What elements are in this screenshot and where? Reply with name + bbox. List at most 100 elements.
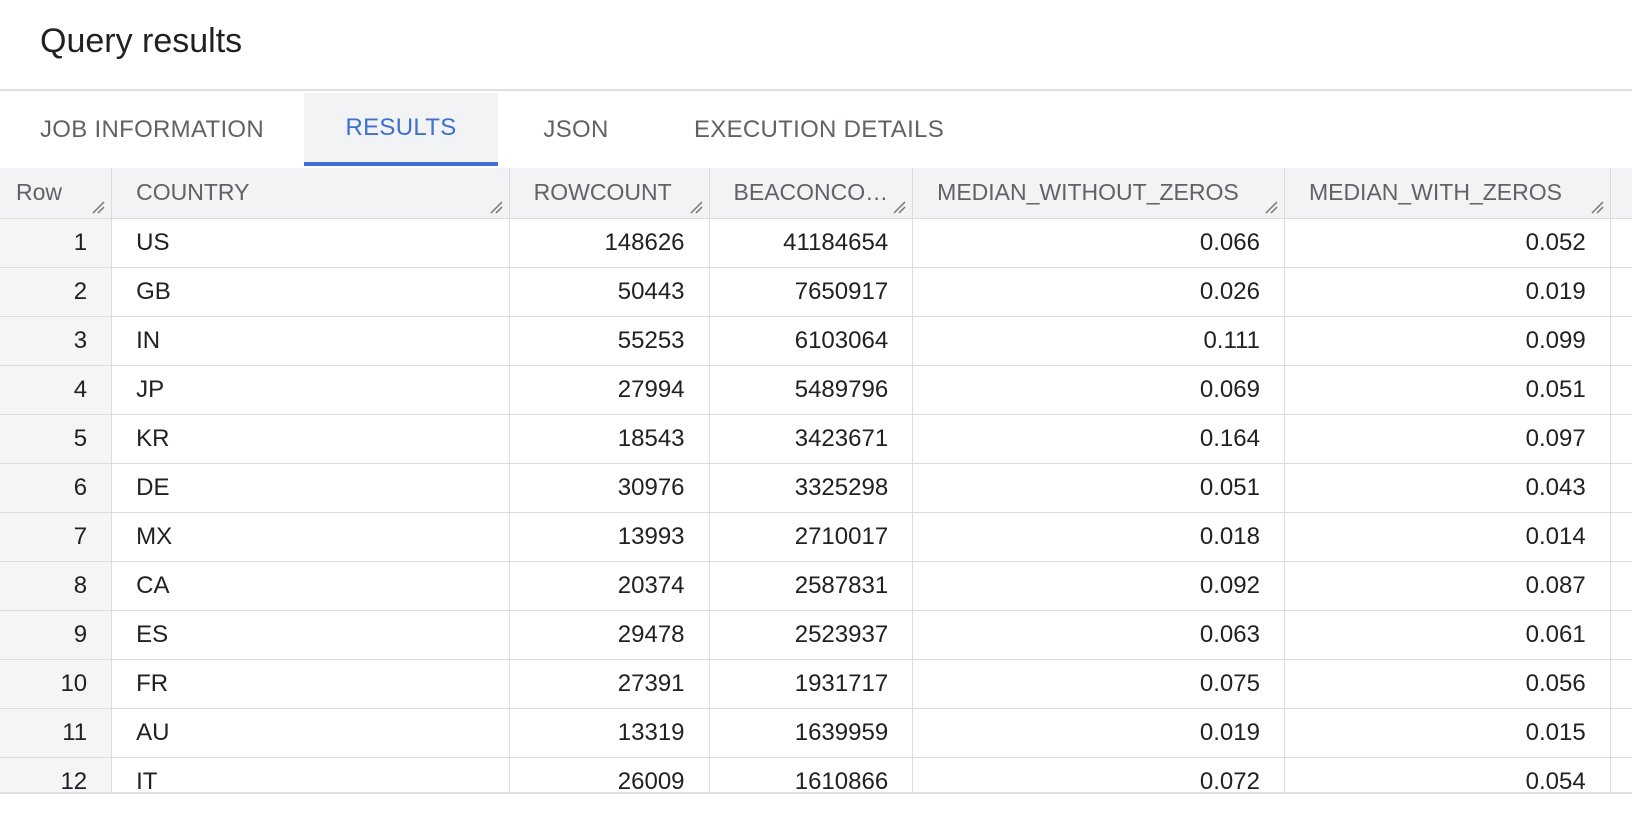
table-row[interactable]: 9 ES 29478 2523937 0.063 0.061 — [0, 610, 1632, 660]
cell-beaconcount[interactable]: 5489796 — [709, 365, 914, 415]
cell-country[interactable]: US — [111, 218, 510, 268]
cell-beaconcount[interactable]: 2587831 — [709, 561, 914, 611]
cell-median-with-zeros[interactable]: 0.054 — [1284, 757, 1611, 792]
cell-row-number[interactable]: 4 — [0, 365, 113, 415]
cell-median-with-zeros[interactable]: 0.019 — [1284, 267, 1611, 317]
cell-median-without-zeros[interactable]: 0.066 — [912, 218, 1285, 268]
cell-country[interactable]: CA — [111, 561, 510, 611]
cell-beaconcount[interactable]: 3423671 — [709, 414, 914, 464]
cell-median-without-zeros[interactable]: 0.069 — [912, 365, 1285, 415]
cell-beaconcount[interactable]: 2710017 — [709, 512, 914, 562]
cell-beaconcount[interactable]: 2523937 — [709, 610, 914, 660]
cell-rowcount[interactable]: 20374 — [509, 561, 710, 611]
table-row[interactable]: 5 KR 18543 3423671 0.164 0.097 — [0, 414, 1632, 464]
table-row[interactable]: 12 IT 26009 1610866 0.072 0.054 — [0, 757, 1632, 792]
cell-median-without-zeros[interactable]: 0.072 — [912, 757, 1285, 792]
cell-rowcount[interactable]: 27391 — [509, 659, 710, 709]
column-header-label: BEACONCO… — [733, 179, 889, 206]
cell-median-with-zeros[interactable]: 0.056 — [1284, 659, 1611, 709]
cell-rowcount[interactable]: 148626 — [509, 218, 710, 268]
cell-row-number[interactable]: 7 — [0, 512, 113, 562]
table-row[interactable]: 2 GB 50443 7650917 0.026 0.019 — [0, 267, 1632, 317]
cell-median-with-zeros[interactable]: 0.015 — [1284, 708, 1611, 758]
table-row[interactable]: 7 MX 13993 2710017 0.018 0.014 — [0, 512, 1632, 562]
cell-rowcount[interactable]: 50443 — [509, 267, 710, 317]
cell-median-without-zeros[interactable]: 0.026 — [912, 267, 1285, 317]
cell-filler — [1610, 267, 1632, 317]
cell-median-without-zeros[interactable]: 0.092 — [912, 561, 1285, 611]
cell-filler — [1610, 218, 1632, 268]
table-row[interactable]: 3 IN 55253 6103064 0.111 0.099 — [0, 316, 1632, 366]
cell-beaconcount[interactable]: 7650917 — [709, 267, 914, 317]
tab-json[interactable]: JSON — [543, 116, 609, 143]
cell-country[interactable]: KR — [111, 414, 510, 464]
cell-row-number[interactable]: 12 — [0, 757, 113, 792]
cell-country[interactable]: DE — [111, 463, 510, 513]
cell-row-number[interactable]: 3 — [0, 316, 113, 366]
cell-rowcount[interactable]: 29478 — [509, 610, 710, 660]
table-row[interactable]: 4 JP 27994 5489796 0.069 0.051 — [0, 365, 1632, 415]
column-header-row: Row — [0, 168, 113, 219]
cell-row-number[interactable]: 9 — [0, 610, 113, 660]
tab-execution-details[interactable]: EXECUTION DETAILS — [693, 116, 945, 143]
cell-rowcount[interactable]: 26009 — [509, 757, 710, 792]
cell-median-without-zeros[interactable]: 0.075 — [912, 659, 1285, 709]
cell-country[interactable]: ES — [111, 610, 510, 660]
cell-median-without-zeros[interactable]: 0.111 — [912, 316, 1285, 366]
cell-beaconcount[interactable]: 1610866 — [709, 757, 914, 792]
column-resize-icon[interactable] — [1264, 200, 1278, 214]
table-row[interactable]: 8 CA 20374 2587831 0.092 0.087 — [0, 561, 1632, 611]
cell-median-with-zeros[interactable]: 0.061 — [1284, 610, 1611, 660]
table-row[interactable]: 10 FR 27391 1931717 0.075 0.056 — [0, 659, 1632, 709]
cell-country[interactable]: AU — [111, 708, 510, 758]
cell-median-without-zeros[interactable]: 0.164 — [912, 414, 1285, 464]
cell-rowcount[interactable]: 13993 — [509, 512, 710, 562]
cell-median-with-zeros[interactable]: 0.052 — [1284, 218, 1611, 268]
cell-beaconcount[interactable]: 3325298 — [709, 463, 914, 513]
cell-median-without-zeros[interactable]: 0.051 — [912, 463, 1285, 513]
cell-beaconcount[interactable]: 6103064 — [709, 316, 914, 366]
cell-rowcount[interactable]: 55253 — [509, 316, 710, 366]
cell-rowcount[interactable]: 30976 — [509, 463, 710, 513]
results-table: Row COUNTRY ROWCOUNT BEACONCO… MEDIAN_WI… — [0, 168, 1632, 792]
cell-median-with-zeros[interactable]: 0.087 — [1284, 561, 1611, 611]
cell-row-number[interactable]: 11 — [0, 708, 113, 758]
cell-country[interactable]: GB — [111, 267, 510, 317]
cell-beaconcount[interactable]: 1931717 — [709, 659, 914, 709]
table-row[interactable]: 11 AU 13319 1639959 0.019 0.015 — [0, 708, 1632, 758]
cell-row-number[interactable]: 1 — [0, 218, 113, 268]
column-resize-icon[interactable] — [892, 200, 906, 214]
cell-country[interactable]: IT — [111, 757, 510, 792]
column-header-rowcount: ROWCOUNT — [509, 168, 710, 219]
cell-rowcount[interactable]: 18543 — [509, 414, 710, 464]
cell-median-without-zeros[interactable]: 0.019 — [912, 708, 1285, 758]
cell-row-number[interactable]: 8 — [0, 561, 113, 611]
cell-median-with-zeros[interactable]: 0.051 — [1284, 365, 1611, 415]
cell-median-with-zeros[interactable]: 0.097 — [1284, 414, 1611, 464]
cell-beaconcount[interactable]: 41184654 — [709, 218, 914, 268]
tab-job-information[interactable]: JOB INFORMATION — [39, 116, 265, 143]
cell-rowcount[interactable]: 13319 — [509, 708, 710, 758]
column-resize-icon[interactable] — [689, 200, 703, 214]
cell-rowcount[interactable]: 27994 — [509, 365, 710, 415]
cell-country[interactable]: JP — [111, 365, 510, 415]
cell-median-without-zeros[interactable]: 0.018 — [912, 512, 1285, 562]
cell-row-number[interactable]: 2 — [0, 267, 113, 317]
table-row[interactable]: 1 US 148626 41184654 0.066 0.052 — [0, 218, 1632, 268]
column-resize-icon[interactable] — [489, 200, 503, 214]
cell-median-without-zeros[interactable]: 0.063 — [912, 610, 1285, 660]
column-resize-icon[interactable] — [91, 200, 105, 214]
cell-country[interactable]: MX — [111, 512, 510, 562]
cell-country[interactable]: FR — [111, 659, 510, 709]
table-row[interactable]: 6 DE 30976 3325298 0.051 0.043 — [0, 463, 1632, 513]
tab-results[interactable]: RESULTS — [304, 93, 498, 166]
cell-median-with-zeros[interactable]: 0.014 — [1284, 512, 1611, 562]
cell-country[interactable]: IN — [111, 316, 510, 366]
cell-row-number[interactable]: 5 — [0, 414, 113, 464]
cell-median-with-zeros[interactable]: 0.043 — [1284, 463, 1611, 513]
column-resize-icon[interactable] — [1590, 200, 1604, 214]
cell-beaconcount[interactable]: 1639959 — [709, 708, 914, 758]
cell-median-with-zeros[interactable]: 0.099 — [1284, 316, 1611, 366]
cell-row-number[interactable]: 10 — [0, 659, 113, 709]
cell-row-number[interactable]: 6 — [0, 463, 113, 513]
